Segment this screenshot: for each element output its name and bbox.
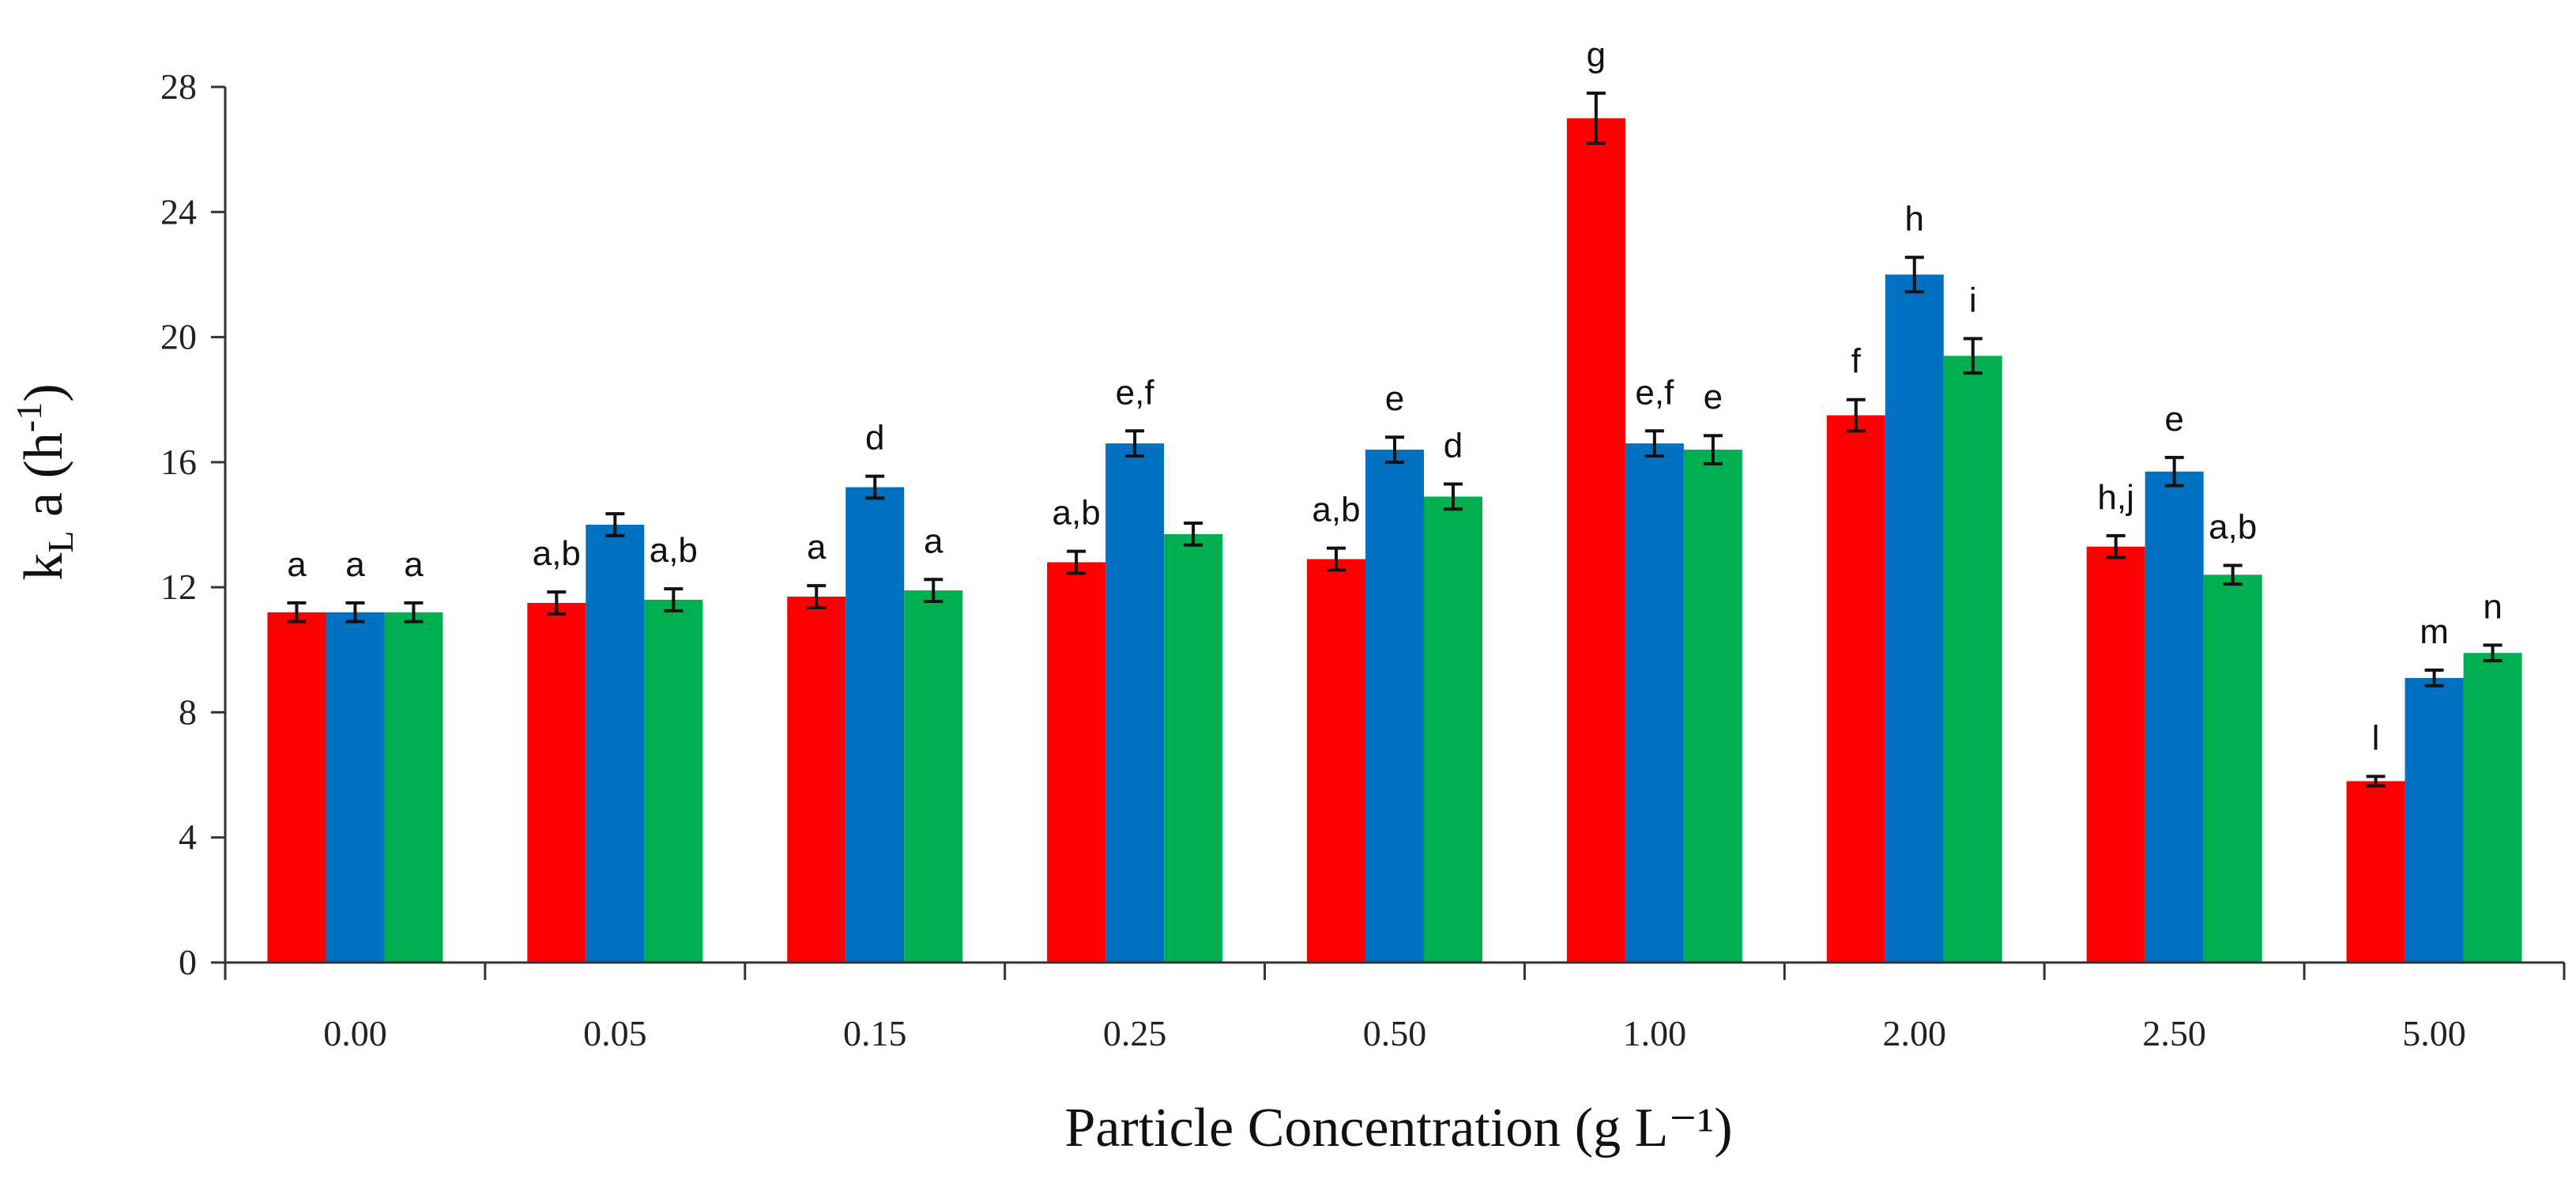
bar (1105, 443, 1165, 963)
bar (2405, 677, 2464, 963)
significance-letter: a,b (1312, 491, 1360, 529)
bar (1424, 496, 1482, 963)
y-axis-title-a: a (h (13, 432, 74, 530)
significance-letter: a,b (650, 531, 698, 570)
significance-letter: a (345, 545, 365, 584)
x-tick-label: 2.00 (1883, 1013, 1947, 1053)
significance-letter: e (1385, 379, 1404, 418)
x-tick-label: 0.05 (583, 1013, 647, 1053)
bar (586, 525, 645, 963)
bars (267, 118, 2522, 963)
x-tick-label: 0.25 (1103, 1013, 1167, 1053)
x-tick-label: 0.15 (843, 1013, 907, 1053)
significance-letter: h,j (2097, 478, 2133, 517)
bar (644, 599, 703, 963)
significance-letter: i (1969, 281, 1977, 320)
bar (787, 597, 846, 963)
x-tick-label: 1.00 (1623, 1013, 1687, 1053)
x-tick-label: 5.00 (2402, 1013, 2466, 1053)
significance-letter: d (865, 419, 884, 458)
bar (1943, 356, 2002, 963)
significance-letter: n (2483, 587, 2502, 626)
bar (2203, 575, 2262, 963)
y-axis-title: kL a (h-1) (9, 383, 81, 580)
bar (1365, 450, 1424, 963)
bar (1164, 533, 1223, 963)
x-axis-ticks: 0.00 0.05 0.15 0.25 0.50 1.00 2.00 2.50 5.00 (224, 963, 2566, 1053)
y-tick-label: 16 (160, 442, 197, 482)
y-tick-label: 20 (160, 317, 197, 357)
bar (1307, 559, 1365, 963)
significance-letter: m (2420, 612, 2449, 651)
bar (1683, 450, 1742, 963)
y-tick-label: 4 (179, 817, 197, 857)
significance-letter: a,b (2209, 507, 2257, 546)
bar (1566, 118, 1625, 963)
x-tick-label: 0.50 (1363, 1013, 1427, 1053)
significance-letter: a (807, 528, 827, 567)
significance-letter: a,b (533, 534, 581, 573)
bar (2463, 653, 2522, 963)
significance-letter: a (924, 522, 943, 560)
significance-letter: a (287, 545, 307, 584)
significance-letter: d (1444, 427, 1463, 465)
significance-letter: e (2164, 400, 2183, 439)
bar (2086, 546, 2145, 963)
y-tick-label: 8 (179, 691, 197, 732)
x-tick-label: 2.50 (2142, 1013, 2206, 1053)
bar (1885, 274, 1944, 963)
bar (1625, 443, 1684, 963)
error-bars (287, 91, 2503, 788)
significance-letter: l (2372, 719, 2380, 758)
bar (1826, 415, 1885, 963)
significance-letter: a (404, 545, 424, 584)
bar (384, 612, 443, 963)
y-axis-ticks: 0 4 8 12 16 20 24 28 (160, 66, 225, 982)
bar (904, 590, 963, 963)
y-tick-label: 0 (179, 942, 197, 982)
significance-letter: g (1587, 36, 1606, 74)
y-axis-title-k: k (13, 553, 74, 581)
y-axis-title-sup: -1 (9, 402, 49, 432)
bar (527, 602, 586, 963)
significance-letter: e,f (1116, 373, 1155, 412)
significance-letter: e (1704, 378, 1723, 416)
significance-letter: a,b (1053, 494, 1101, 533)
y-axis-title-sub: L (40, 530, 81, 552)
significance-letter: h (1905, 200, 1924, 239)
significance-letter: e,f (1635, 373, 1674, 412)
bar (845, 487, 905, 963)
y-tick-label: 12 (160, 567, 197, 607)
y-axis-title-close: ) (13, 383, 74, 401)
x-axis-title: Particle Concentration (g L⁻¹) (1064, 1098, 1732, 1159)
bar (1047, 562, 1106, 963)
y-tick-label: 24 (160, 191, 197, 232)
bar (267, 612, 326, 963)
bar (326, 612, 385, 963)
bar (2346, 781, 2405, 963)
x-tick-label: 0.00 (323, 1013, 387, 1053)
y-tick-label: 28 (160, 66, 197, 107)
bar (2145, 471, 2204, 963)
significance-letter: f (1851, 342, 1862, 381)
